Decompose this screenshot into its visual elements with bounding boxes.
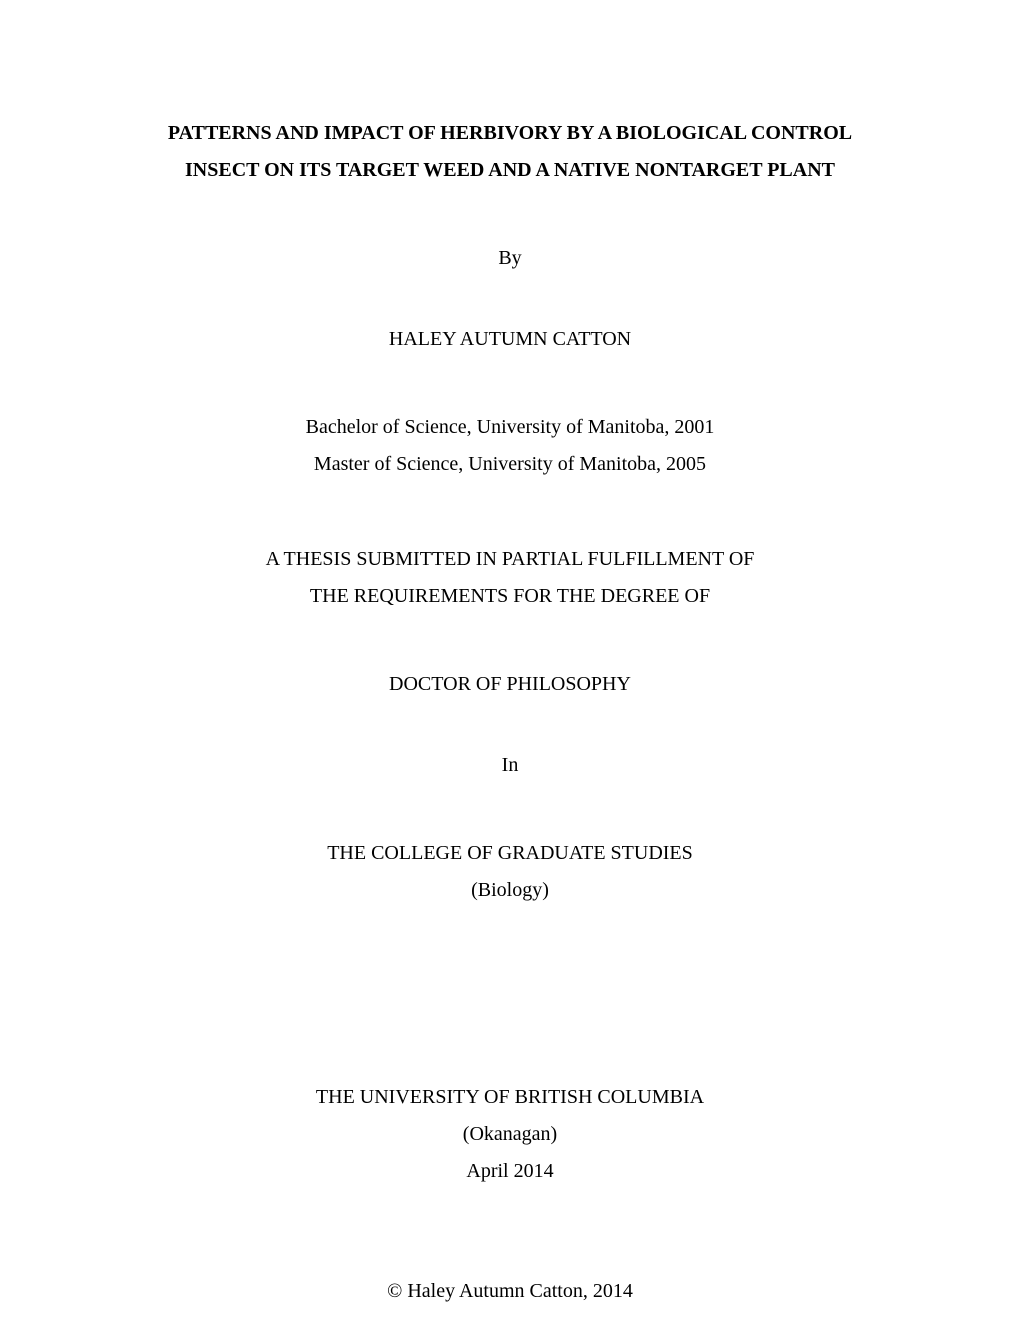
title-line-2: INSECT ON ITS TARGET WEED AND A NATIVE N… bbox=[130, 152, 890, 189]
submission-date: April 2014 bbox=[130, 1153, 890, 1190]
degree-master: Master of Science, University of Manitob… bbox=[130, 446, 890, 483]
degree-bachelor: Bachelor of Science, University of Manit… bbox=[130, 409, 890, 446]
thesis-title: PATTERNS AND IMPACT OF HERBIVORY BY A BI… bbox=[130, 115, 890, 189]
title-line-1: PATTERNS AND IMPACT OF HERBIVORY BY A BI… bbox=[130, 115, 890, 152]
submission-statement: A THESIS SUBMITTED IN PARTIAL FULFILLMEN… bbox=[130, 541, 890, 615]
university-name: THE UNIVERSITY OF BRITISH COLUMBIA bbox=[130, 1079, 890, 1116]
submission-line-2: THE REQUIREMENTS FOR THE DEGREE OF bbox=[130, 578, 890, 615]
in-label: In bbox=[130, 754, 890, 777]
prior-degrees: Bachelor of Science, University of Manit… bbox=[130, 409, 890, 483]
copyright-notice: © Haley Autumn Catton, 2014 bbox=[130, 1280, 890, 1303]
college-name: THE COLLEGE OF GRADUATE STUDIES bbox=[130, 835, 890, 872]
author-name: HALEY AUTUMN CATTON bbox=[130, 328, 890, 351]
university-campus: (Okanagan) bbox=[130, 1116, 890, 1153]
university-block: THE UNIVERSITY OF BRITISH COLUMBIA (Okan… bbox=[130, 1079, 890, 1190]
thesis-title-page: PATTERNS AND IMPACT OF HERBIVORY BY A BI… bbox=[130, 115, 890, 1303]
submission-line-1: A THESIS SUBMITTED IN PARTIAL FULFILLMEN… bbox=[130, 541, 890, 578]
college-block: THE COLLEGE OF GRADUATE STUDIES (Biology… bbox=[130, 835, 890, 909]
college-department: (Biology) bbox=[130, 872, 890, 909]
by-label: By bbox=[130, 247, 890, 270]
degree-sought: DOCTOR OF PHILOSOPHY bbox=[130, 673, 890, 696]
